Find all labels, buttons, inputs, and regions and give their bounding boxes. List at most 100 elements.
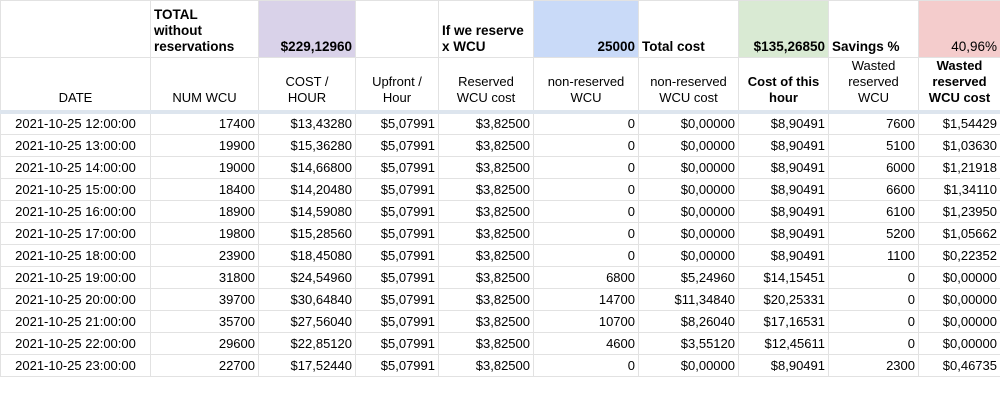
- cell-cost-of-this-hour[interactable]: $8,90491: [738, 133, 829, 157]
- cell-wasted-reserved-wcu[interactable]: 6100: [828, 199, 919, 223]
- cell-non-reserved-wcu[interactable]: 0: [533, 133, 639, 157]
- summary-total-cost-value-cell[interactable]: $135,26850: [738, 0, 829, 58]
- cell-non-reserved-wcu[interactable]: 0: [533, 155, 639, 179]
- summary-total-label[interactable]: TOTAL without reservations: [150, 0, 259, 58]
- cell-num-wcu[interactable]: 23900: [150, 243, 259, 267]
- cell-upfront-hour[interactable]: $5,07991: [355, 309, 439, 333]
- column-header-date[interactable]: DATE: [0, 57, 151, 114]
- cell-reserved-wcu-cost[interactable]: $3,82500: [438, 243, 534, 267]
- cell-non-reserved-wcu-cost[interactable]: $8,26040: [638, 309, 739, 333]
- cell-reserved-wcu-cost[interactable]: $3,82500: [438, 133, 534, 157]
- column-header-num-wcu[interactable]: NUM WCU: [150, 57, 259, 114]
- cell-non-reserved-wcu[interactable]: 0: [533, 221, 639, 245]
- column-header-non-reserved-wcu[interactable]: non-reserved WCU: [533, 57, 639, 114]
- cell-num-wcu[interactable]: 18900: [150, 199, 259, 223]
- summary-reserved-wcu-cell[interactable]: 25000: [533, 0, 639, 58]
- cell-cost-hour[interactable]: $14,20480: [258, 177, 356, 201]
- cell-cost-hour[interactable]: $15,36280: [258, 133, 356, 157]
- cell-upfront-hour[interactable]: $5,07991: [355, 243, 439, 267]
- cell-cost-of-this-hour[interactable]: $12,45611: [738, 331, 829, 355]
- cell-upfront-hour[interactable]: $5,07991: [355, 177, 439, 201]
- cell-non-reserved-wcu[interactable]: 0: [533, 353, 639, 377]
- cell-cost-of-this-hour[interactable]: $8,90491: [738, 199, 829, 223]
- column-header-upfront-hour[interactable]: Upfront / Hour: [355, 57, 439, 114]
- cell-upfront-hour[interactable]: $5,07991: [355, 155, 439, 179]
- cell-cost-of-this-hour[interactable]: $8,90491: [738, 111, 829, 135]
- summary-total-cost-per-hour-cell[interactable]: $229,12960: [258, 0, 356, 58]
- cell-num-wcu[interactable]: 39700: [150, 287, 259, 311]
- cell-non-reserved-wcu-cost[interactable]: $11,34840: [638, 287, 739, 311]
- cell-non-reserved-wcu-cost[interactable]: $0,00000: [638, 199, 739, 223]
- cell-reserved-wcu-cost[interactable]: $3,82500: [438, 287, 534, 311]
- cell-num-wcu[interactable]: 18400: [150, 177, 259, 201]
- cell-wasted-reserved-wcu[interactable]: 2300: [828, 353, 919, 377]
- cell-reserved-wcu-cost[interactable]: $3,82500: [438, 199, 534, 223]
- cell-date[interactable]: 2021-10-25 20:00:00: [0, 287, 151, 311]
- cell-upfront-hour[interactable]: $5,07991: [355, 353, 439, 377]
- cell-wasted-reserved-wcu-cost[interactable]: $1,05662: [918, 221, 1000, 245]
- column-header-reserved-wcu-cost[interactable]: Reserved WCU cost: [438, 57, 534, 114]
- cell-date[interactable]: 2021-10-25 21:00:00: [0, 309, 151, 333]
- cell-upfront-hour[interactable]: $5,07991: [355, 331, 439, 355]
- cell-upfront-hour[interactable]: $5,07991: [355, 221, 439, 245]
- cell-wasted-reserved-wcu[interactable]: 6000: [828, 155, 919, 179]
- cell-cost-hour[interactable]: $13,43280: [258, 111, 356, 135]
- cell-non-reserved-wcu-cost[interactable]: $3,55120: [638, 331, 739, 355]
- cell-num-wcu[interactable]: 19900: [150, 133, 259, 157]
- cell-cost-of-this-hour[interactable]: $8,90491: [738, 177, 829, 201]
- cell-date[interactable]: 2021-10-25 23:00:00: [0, 353, 151, 377]
- cell-cost-hour[interactable]: $30,64840: [258, 287, 356, 311]
- cell-reserved-wcu-cost[interactable]: $3,82500: [438, 331, 534, 355]
- cell-num-wcu[interactable]: 31800: [150, 265, 259, 289]
- cell-wasted-reserved-wcu[interactable]: 0: [828, 287, 919, 311]
- cell-num-wcu[interactable]: 17400: [150, 111, 259, 135]
- cell-cost-hour[interactable]: $14,59080: [258, 199, 356, 223]
- summary-savings-value-cell[interactable]: 40,96%: [918, 0, 1000, 58]
- cell-non-reserved-wcu[interactable]: 0: [533, 243, 639, 267]
- cell-date[interactable]: 2021-10-25 12:00:00: [0, 111, 151, 135]
- cell-cost-of-this-hour[interactable]: $8,90491: [738, 155, 829, 179]
- cell-wasted-reserved-wcu[interactable]: 6600: [828, 177, 919, 201]
- cell-cost-hour[interactable]: $27,56040: [258, 309, 356, 333]
- summary-reserve-label[interactable]: If we reserve x WCU: [438, 0, 534, 58]
- cell-non-reserved-wcu-cost[interactable]: $0,00000: [638, 111, 739, 135]
- empty-cell[interactable]: [355, 0, 439, 58]
- column-header-non-reserved-wcu-cost[interactable]: non-reserved WCU cost: [638, 57, 739, 114]
- cell-non-reserved-wcu[interactable]: 0: [533, 111, 639, 135]
- cell-wasted-reserved-wcu-cost[interactable]: $1,21918: [918, 155, 1000, 179]
- column-header-cost-of-this-hour[interactable]: Cost of this hour: [738, 57, 829, 114]
- summary-total-cost-label[interactable]: Total cost: [638, 0, 739, 58]
- cell-date[interactable]: 2021-10-25 13:00:00: [0, 133, 151, 157]
- cell-date[interactable]: 2021-10-25 19:00:00: [0, 265, 151, 289]
- cell-wasted-reserved-wcu-cost[interactable]: $0,22352: [918, 243, 1000, 267]
- cell-non-reserved-wcu[interactable]: 6800: [533, 265, 639, 289]
- cell-cost-hour[interactable]: $14,66800: [258, 155, 356, 179]
- cell-wasted-reserved-wcu[interactable]: 0: [828, 309, 919, 333]
- cell-wasted-reserved-wcu-cost[interactable]: $1,03630: [918, 133, 1000, 157]
- cell-wasted-reserved-wcu-cost[interactable]: $0,46735: [918, 353, 1000, 377]
- cell-date[interactable]: 2021-10-25 22:00:00: [0, 331, 151, 355]
- cell-upfront-hour[interactable]: $5,07991: [355, 199, 439, 223]
- column-header-wasted-reserved-wcu[interactable]: Wasted reserved WCU: [828, 57, 919, 114]
- cell-non-reserved-wcu-cost[interactable]: $0,00000: [638, 177, 739, 201]
- cell-wasted-reserved-wcu[interactable]: 0: [828, 265, 919, 289]
- cell-num-wcu[interactable]: 29600: [150, 331, 259, 355]
- cell-cost-of-this-hour[interactable]: $8,90491: [738, 243, 829, 267]
- cell-non-reserved-wcu-cost[interactable]: $0,00000: [638, 155, 739, 179]
- cell-date[interactable]: 2021-10-25 15:00:00: [0, 177, 151, 201]
- cell-non-reserved-wcu-cost[interactable]: $5,24960: [638, 265, 739, 289]
- cell-wasted-reserved-wcu[interactable]: 5200: [828, 221, 919, 245]
- cell-date[interactable]: 2021-10-25 16:00:00: [0, 199, 151, 223]
- cell-reserved-wcu-cost[interactable]: $3,82500: [438, 309, 534, 333]
- cell-upfront-hour[interactable]: $5,07991: [355, 265, 439, 289]
- cell-date[interactable]: 2021-10-25 14:00:00: [0, 155, 151, 179]
- cell-cost-hour[interactable]: $15,28560: [258, 221, 356, 245]
- cell-upfront-hour[interactable]: $5,07991: [355, 287, 439, 311]
- cell-cost-of-this-hour[interactable]: $14,15451: [738, 265, 829, 289]
- cell-num-wcu[interactable]: 22700: [150, 353, 259, 377]
- cell-reserved-wcu-cost[interactable]: $3,82500: [438, 221, 534, 245]
- cell-wasted-reserved-wcu-cost[interactable]: $0,00000: [918, 265, 1000, 289]
- cell-non-reserved-wcu[interactable]: 4600: [533, 331, 639, 355]
- cell-cost-hour[interactable]: $18,45080: [258, 243, 356, 267]
- cell-cost-of-this-hour[interactable]: $8,90491: [738, 221, 829, 245]
